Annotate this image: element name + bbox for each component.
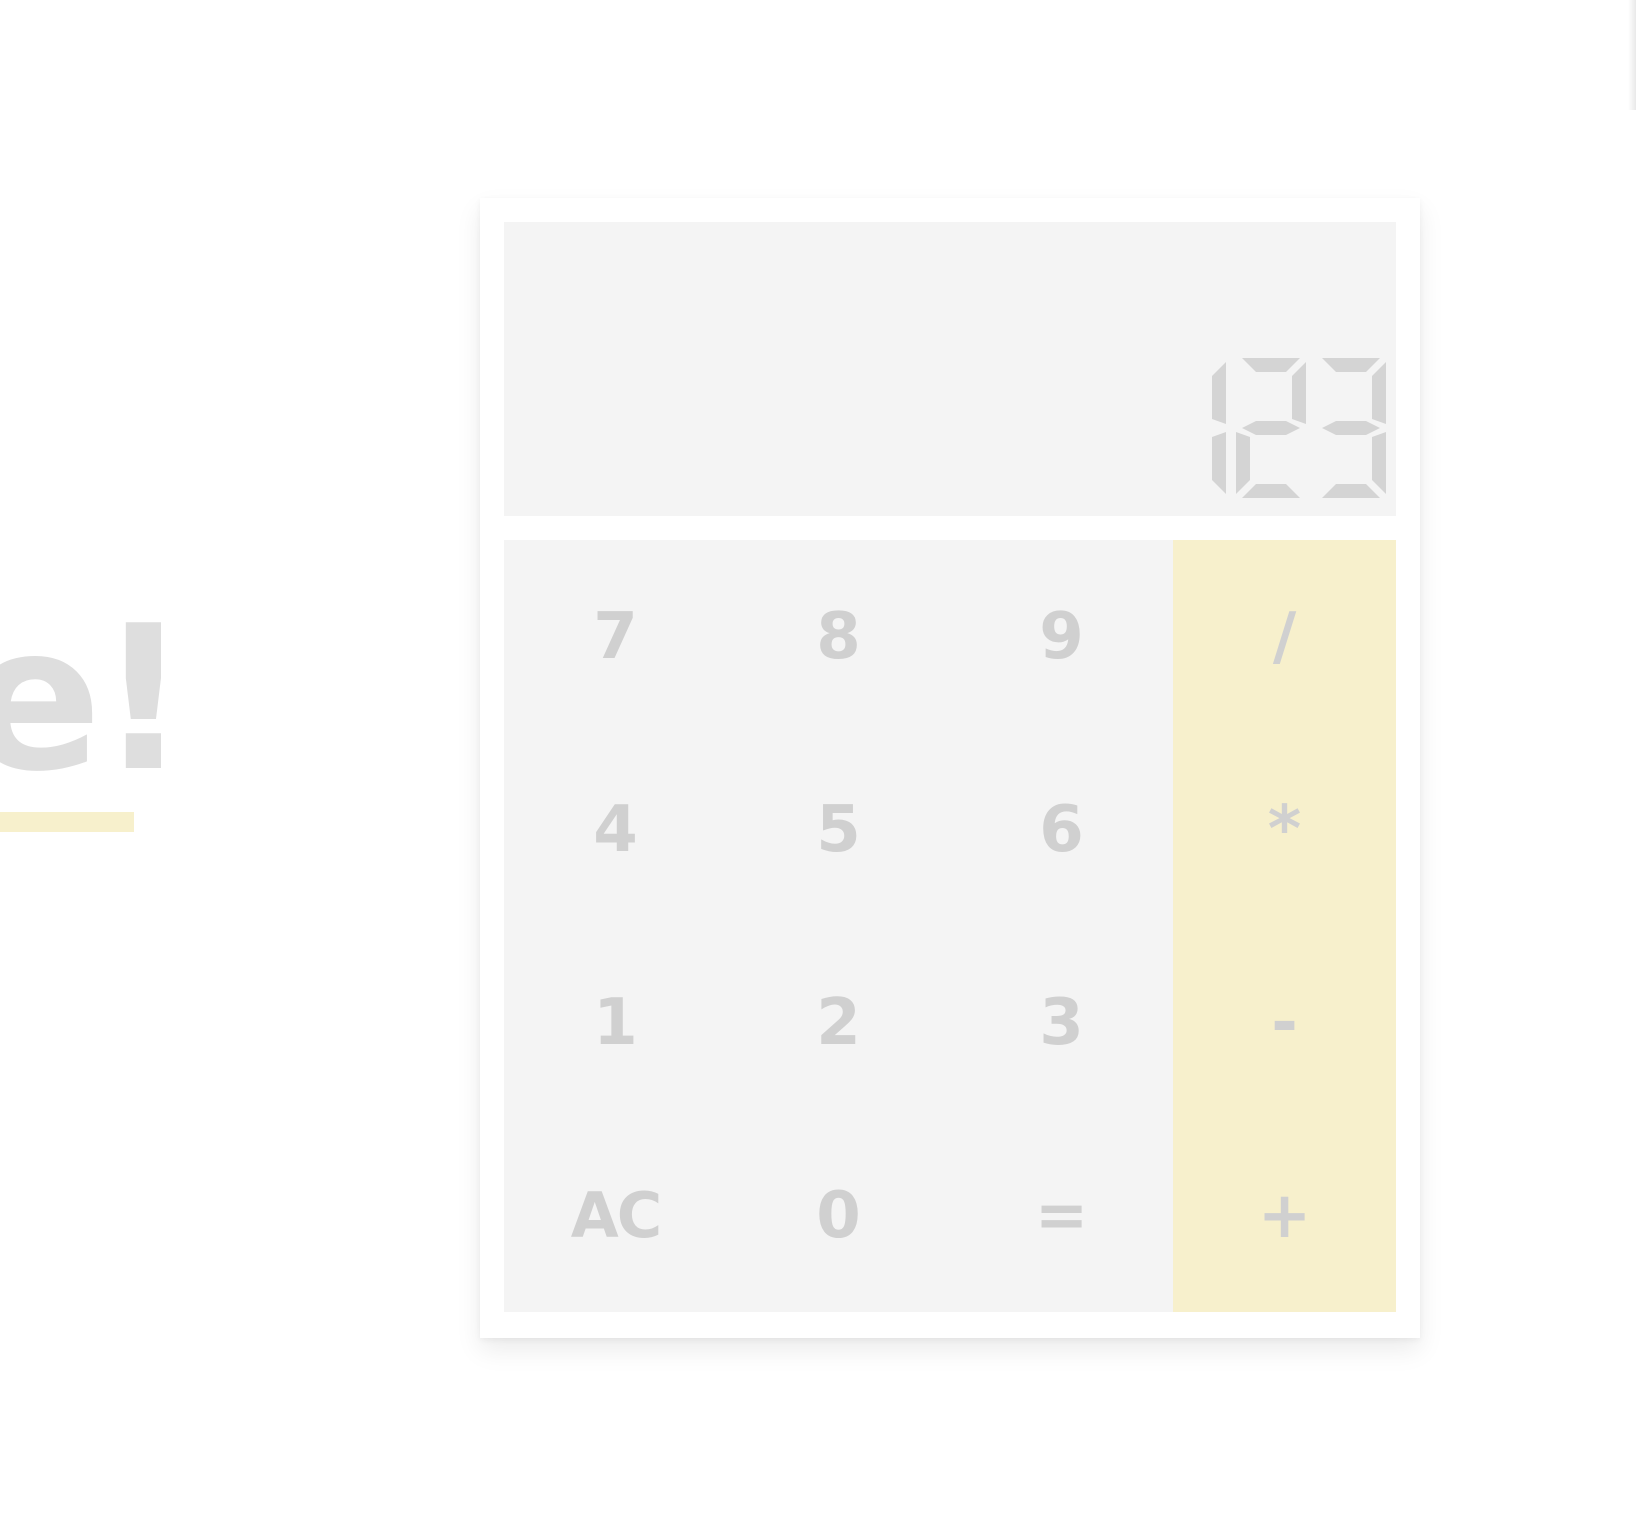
multiply-button[interactable]: * <box>1173 733 1396 926</box>
subtract-button[interactable]: - <box>1173 926 1396 1119</box>
display-segment-e <box>1236 432 1250 494</box>
key-0[interactable]: 0 <box>816 1178 861 1253</box>
edge-fragment <box>1628 0 1636 110</box>
display-segment-d <box>1242 484 1300 498</box>
display-segment-c <box>1212 432 1226 494</box>
display-segment-c <box>1372 432 1386 494</box>
key-3[interactable]: 3 <box>1039 985 1084 1060</box>
display-segment-g <box>1242 421 1300 435</box>
display-digit <box>1236 358 1306 498</box>
divide-button[interactable]: / <box>1173 540 1396 733</box>
key-7[interactable]: 7 <box>593 599 638 674</box>
key-2[interactable]: 2 <box>816 985 861 1060</box>
calculator: 7 8 9 / 4 5 6 * 1 2 3 - AC 0 = + <box>480 198 1420 1338</box>
display-digits <box>1212 358 1386 498</box>
heading-highlight <box>0 812 134 832</box>
heading: e! <box>0 583 189 840</box>
display-segment-d <box>1322 484 1380 498</box>
display-segment-a <box>1322 358 1380 372</box>
keypad: 7 8 9 / 4 5 6 * 1 2 3 - AC 0 = + <box>504 540 1396 1312</box>
display-digit <box>1322 358 1386 498</box>
display-value <box>1148 354 1388 504</box>
display-segment-b <box>1212 362 1226 424</box>
add-button[interactable]: + <box>1173 1119 1396 1312</box>
key-5[interactable]: 5 <box>816 792 861 867</box>
display-segment-b <box>1292 362 1306 424</box>
key-4[interactable]: 4 <box>593 792 638 867</box>
display-segment-a <box>1242 358 1300 372</box>
display-segment-b <box>1372 362 1386 424</box>
key-6[interactable]: 6 <box>1039 792 1084 867</box>
key-9[interactable]: 9 <box>1039 599 1084 674</box>
key-8[interactable]: 8 <box>816 599 861 674</box>
heading-text: e! <box>0 583 189 816</box>
clear-button[interactable]: AC <box>570 1179 662 1252</box>
display-segment-g <box>1322 421 1380 435</box>
key-1[interactable]: 1 <box>593 985 638 1060</box>
display-digit <box>1212 362 1226 494</box>
display <box>504 222 1396 516</box>
equals-button[interactable]: = <box>1034 1178 1089 1253</box>
